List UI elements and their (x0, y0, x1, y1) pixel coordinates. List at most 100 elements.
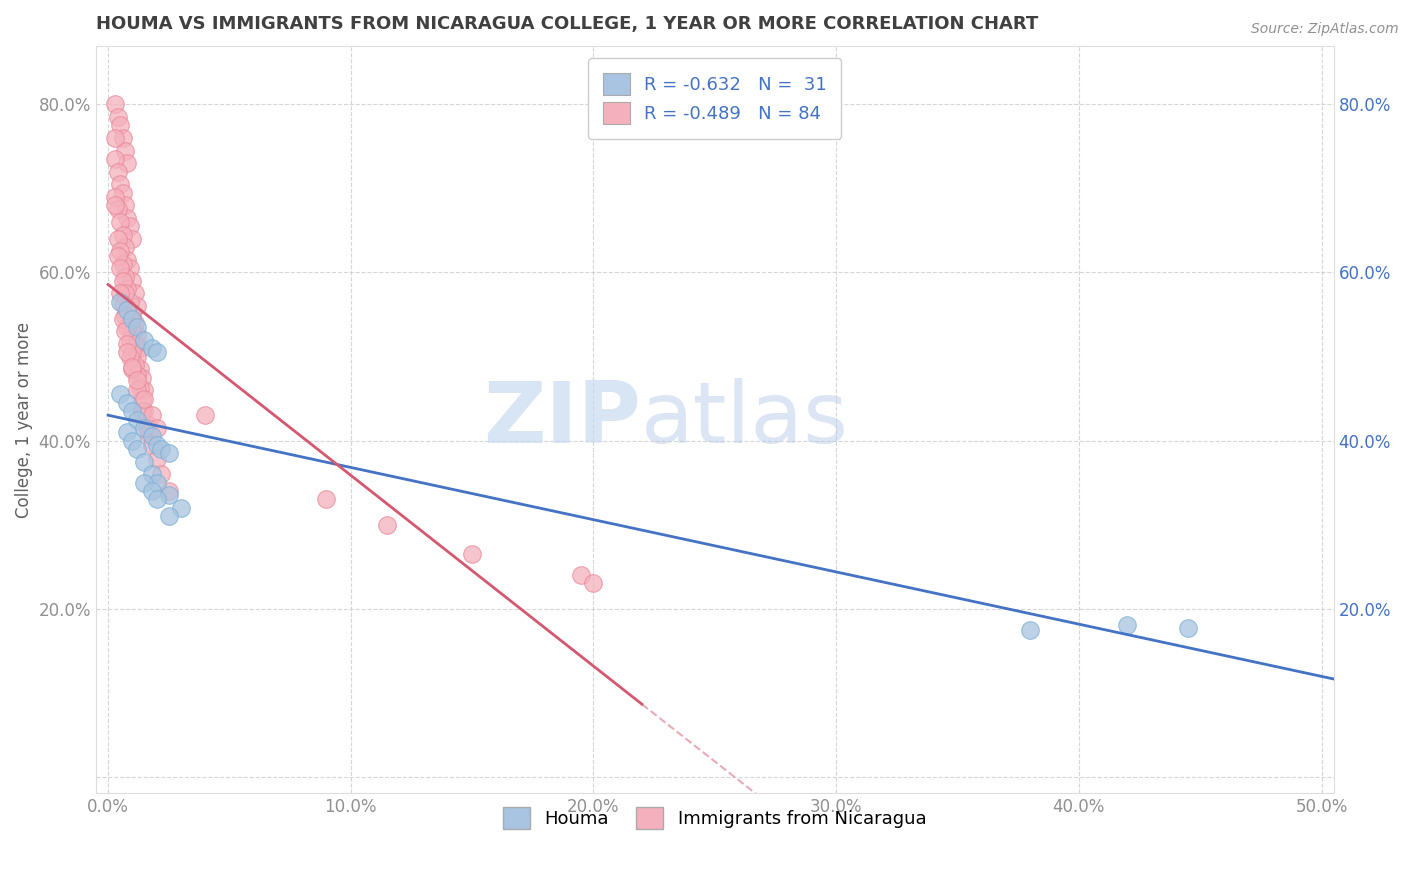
Point (145, 452, 167, 467)
Point (141, 438, 163, 452)
Point (127, 368, 149, 382)
Point (145, 438, 167, 452)
Point (145, 345, 167, 359)
Text: atlas: atlas (641, 378, 848, 461)
Point (157, 483, 180, 498)
Point (104, 198, 127, 212)
Point (121, 345, 143, 359)
Point (104, 131, 127, 145)
Point (118, 261, 141, 276)
Point (134, 333, 156, 347)
Point (127, 383, 149, 397)
Point (108, 178, 131, 192)
Point (111, 311, 134, 326)
Point (114, 240, 136, 254)
Point (108, 119, 131, 133)
Point (117, 252, 139, 267)
Point (150, 442, 173, 456)
Point (141, 409, 163, 423)
Point (108, 244, 131, 259)
Point (127, 373, 149, 387)
Point (127, 328, 149, 343)
Point (117, 320, 139, 334)
Point (170, 500, 193, 515)
Point (121, 311, 143, 326)
Point (128, 362, 150, 376)
Point (135, 421, 157, 435)
Point (134, 392, 156, 406)
Point (134, 454, 156, 468)
Point (111, 131, 134, 145)
Point (375, 517, 398, 532)
Point (108, 261, 131, 276)
Point (111, 186, 134, 200)
Point (141, 429, 163, 443)
Point (134, 404, 156, 418)
Point (121, 434, 143, 448)
Point (124, 286, 146, 301)
Point (111, 297, 134, 311)
Point (107, 249, 129, 263)
Point (127, 442, 149, 456)
Point (134, 421, 156, 435)
Point (121, 362, 143, 376)
Point (121, 404, 143, 418)
Point (128, 381, 150, 395)
Point (117, 211, 139, 225)
Point (128, 341, 150, 355)
Point (114, 324, 136, 338)
Point (114, 269, 136, 284)
Point (107, 164, 129, 178)
Point (127, 320, 149, 334)
Text: ZIP: ZIP (482, 378, 641, 461)
Point (138, 426, 160, 441)
Point (111, 274, 134, 288)
Point (117, 345, 139, 359)
Point (145, 421, 167, 435)
Point (157, 509, 180, 524)
Point (117, 425, 139, 439)
Text: HOUMA VS IMMIGRANTS FROM NICARAGUA COLLEGE, 1 YEAR OR MORE CORRELATION CHART: HOUMA VS IMMIGRANTS FROM NICARAGUA COLLE… (96, 15, 1038, 33)
Point (121, 274, 143, 288)
Point (315, 492, 337, 507)
Point (108, 294, 131, 309)
Point (114, 198, 136, 212)
Point (141, 341, 163, 355)
Point (114, 286, 136, 301)
Point (124, 316, 146, 330)
Point (114, 144, 136, 158)
Point (131, 393, 153, 408)
Point (124, 358, 146, 372)
Point (117, 301, 139, 315)
Point (150, 467, 173, 482)
Point (107, 202, 129, 217)
Point (121, 232, 143, 246)
Point (117, 395, 139, 409)
Point (114, 309, 136, 323)
Point (118, 294, 141, 309)
Point (131, 370, 153, 384)
Y-axis label: College, 1 year or more: College, 1 year or more (15, 321, 32, 517)
Point (117, 282, 139, 296)
Point (117, 303, 139, 318)
Point (145, 492, 167, 507)
Point (131, 404, 153, 418)
Point (135, 417, 157, 431)
Point (121, 308, 143, 322)
Point (127, 299, 149, 313)
Point (157, 488, 180, 502)
Point (134, 383, 156, 397)
Point (134, 475, 156, 490)
Point (121, 359, 143, 374)
Point (194, 409, 217, 423)
Point (157, 446, 180, 460)
Point (124, 337, 146, 351)
Point (461, 547, 484, 561)
Legend: Houma, Immigrants from Nicaragua: Houma, Immigrants from Nicaragua (496, 800, 934, 837)
Point (118, 350, 141, 364)
Text: Source: ZipAtlas.com: Source: ZipAtlas.com (1251, 22, 1399, 37)
Point (104, 152, 127, 166)
Point (141, 483, 163, 498)
Point (127, 412, 149, 426)
Point (107, 232, 129, 246)
